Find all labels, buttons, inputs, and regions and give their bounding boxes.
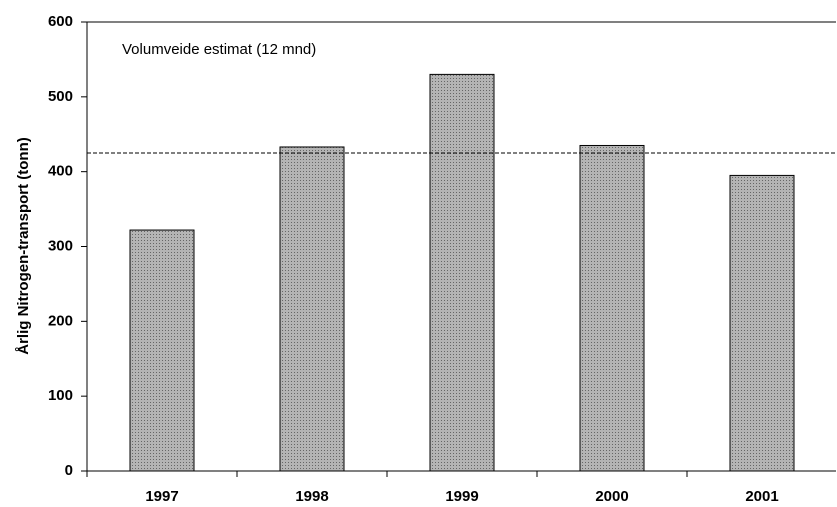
bar [729,174,795,472]
y-tick-label: 200 [48,312,73,329]
x-tick-label: 2000 [595,488,628,505]
y-tick-label: 500 [48,88,73,105]
y-tick-label: 0 [65,462,73,479]
bar [579,144,645,472]
annotation: Volumveide estimat (12 mnd) [122,41,316,58]
y-tick-label: 300 [48,237,73,254]
x-tick-label: 1998 [295,488,328,505]
x-tick-label: 1999 [445,488,478,505]
bar [279,146,345,472]
bar [129,229,195,472]
bar [429,73,495,472]
y-axis-label: Årlig Nitrogen-transport (tonn) [15,137,32,354]
y-tick-label: 600 [48,13,73,30]
y-tick-label: 400 [48,163,73,180]
y-tick-label: 100 [48,387,73,404]
x-tick-label: 2001 [745,488,778,505]
x-tick-label: 1997 [145,488,178,505]
